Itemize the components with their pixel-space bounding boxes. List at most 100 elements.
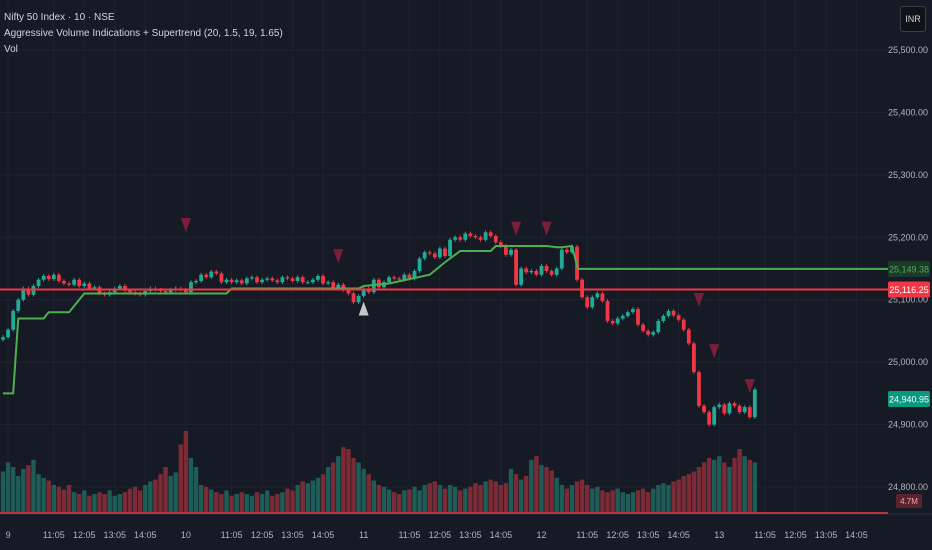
candle-body — [666, 310, 671, 316]
volume-bar — [148, 481, 153, 512]
candle-body — [727, 403, 732, 414]
volume-bar — [752, 462, 758, 512]
volume-bar — [473, 483, 478, 512]
candle-body — [625, 312, 630, 316]
volume-bar — [122, 492, 128, 512]
volume-bar — [102, 494, 107, 512]
volume-bar — [214, 492, 219, 512]
candle-body — [671, 310, 676, 316]
candle-body — [224, 279, 229, 283]
candle-body — [117, 285, 122, 289]
indicator-title[interactable]: Aggressive Volume Indications + Supertre… — [4, 28, 283, 39]
volume-bar — [77, 494, 82, 512]
candle-body — [432, 253, 437, 258]
candle-body — [341, 284, 346, 290]
time-tick-label: 12:05 — [73, 530, 96, 540]
candle-body — [265, 278, 270, 280]
candle-body — [310, 279, 315, 283]
candle-body — [128, 290, 132, 293]
time-tick-label: 13:05 — [637, 530, 660, 540]
volume-bar — [447, 485, 453, 512]
supertrend-path — [3, 244, 888, 395]
volume-bar — [193, 467, 199, 512]
volume-bar — [254, 492, 260, 512]
volume-bar — [366, 474, 371, 512]
currency-button[interactable]: INR — [900, 6, 926, 32]
price-tick-label: 24,800.00 — [888, 482, 928, 492]
time-tick-label: 11:05 — [43, 530, 65, 540]
candle-body — [747, 407, 752, 418]
volume-label-bg — [896, 494, 922, 508]
volume-bar — [590, 488, 595, 512]
candle-body — [534, 270, 539, 275]
volume-bar — [706, 458, 712, 512]
candle-body — [524, 268, 529, 273]
symbol-title[interactable]: Nifty 50 Index · 10 · NSE — [4, 12, 115, 23]
candle-body — [498, 242, 503, 247]
volume-bar — [544, 467, 549, 512]
candle-body — [742, 407, 747, 413]
price-label: 24,940.95 — [889, 395, 929, 405]
time-tick-label: 13:05 — [459, 530, 482, 540]
volume-bar — [615, 488, 620, 512]
time-tick-label: 12:05 — [784, 530, 807, 540]
candle-body — [732, 403, 737, 406]
volume-bar — [209, 489, 214, 512]
volume-bar — [651, 488, 656, 512]
candle-body — [56, 274, 61, 281]
candle-body — [559, 249, 564, 269]
volume-bar — [143, 485, 148, 512]
candle-body — [544, 265, 549, 271]
candle-body — [651, 332, 656, 335]
time-tick-label: 12:05 — [251, 530, 274, 540]
time-tick-label: 11:05 — [754, 530, 776, 540]
volume-bar — [163, 467, 168, 512]
volume-title[interactable]: Vol — [4, 44, 18, 55]
volume-bar — [534, 456, 539, 512]
price-tick-label: 25,200.00 — [888, 232, 928, 242]
candle-body — [36, 279, 41, 286]
volume-bar — [31, 459, 36, 512]
candle-body — [336, 284, 341, 289]
volume-bar — [290, 490, 295, 512]
volume-bar — [341, 447, 346, 512]
volume-bar — [432, 481, 437, 512]
candle-body — [448, 239, 452, 256]
volume-bar — [66, 485, 72, 512]
volume-bar — [417, 490, 422, 512]
candle-body — [300, 277, 305, 283]
candle-body — [686, 329, 691, 344]
price-tick-label: 25,000.00 — [888, 357, 928, 367]
candle-body — [46, 275, 51, 280]
volume-bar — [539, 465, 544, 512]
volume-bar — [610, 490, 615, 512]
candle-body — [615, 318, 620, 324]
volume-bar — [92, 494, 97, 512]
candle-body — [422, 252, 427, 259]
time-tick-label: 14:05 — [312, 530, 335, 540]
time-axis[interactable]: 9 11:05 12:05 13:05 14:05 10 11:05 12:05 13:05 14… — [6, 530, 868, 540]
candle-body — [72, 279, 77, 285]
candle-body — [346, 289, 351, 294]
candle-body — [234, 280, 239, 283]
volume-bar — [732, 458, 737, 512]
candle-body — [463, 233, 468, 240]
price-tick-label: 25,500.00 — [888, 45, 928, 55]
volume-bar — [320, 474, 326, 512]
time-tick-label: 11 — [359, 530, 368, 540]
candle-body — [392, 277, 397, 279]
candle-body — [478, 237, 483, 240]
volume-bar — [554, 477, 559, 512]
volume-bar — [82, 490, 87, 512]
volume-bar — [605, 492, 610, 512]
candle-body — [519, 268, 524, 285]
candle-body — [564, 249, 569, 253]
volume-bar — [742, 456, 747, 512]
price-axis[interactable]: 25,500.00 25,400.00 25,300.00 25,200.00 25,1… — [888, 45, 930, 508]
volume-bar — [559, 485, 564, 512]
candle-body — [163, 290, 168, 293]
candle-body — [752, 389, 757, 418]
volume-bar — [16, 476, 21, 512]
volume-bar — [564, 488, 570, 512]
